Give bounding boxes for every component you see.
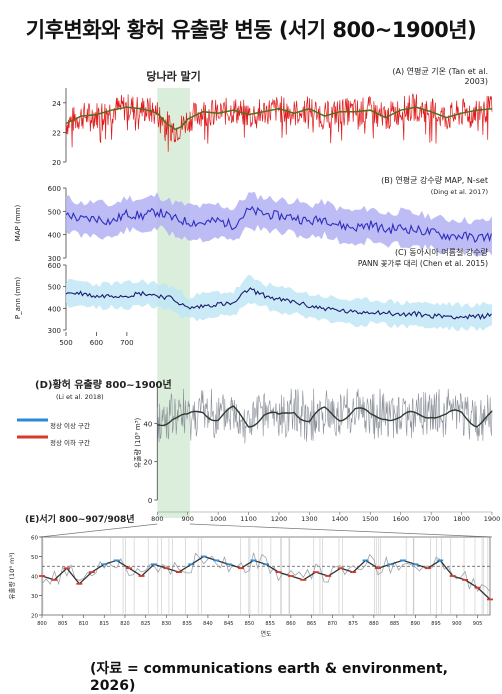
e-xtick-label: 835 [182,621,192,627]
b-ytick-label: 600 [48,185,61,193]
a-ytick-label: 20 [52,159,61,167]
a-panel-label-2: 2003) [465,77,488,86]
e-xtick-label: 885 [390,621,400,627]
e-ylabel: 유출량 (10⁹ m³) [7,553,16,600]
d-ylabel: 유출량 (10⁹ m³) [133,417,142,468]
e-panel-label: (E)서기 800~907/908년 [25,513,135,525]
d-xtick-label: 1200 [271,515,288,523]
e-xtick-label: 855 [265,621,275,627]
e-xtick-label: 815 [99,621,109,627]
c-ytick-label: 500 [48,284,61,292]
a-smooth-series-line [65,106,493,131]
c-series-line [65,287,492,321]
e-xtick-label: 875 [348,621,358,627]
d-xtick-label: 1000 [210,515,227,523]
d-smooth-series-line [157,405,493,428]
e-plot-frame [41,536,491,616]
e-xtick-label: 825 [141,621,151,627]
d-raw-series-line [157,388,493,444]
e-xtick-label: 900 [452,621,462,627]
b-ytick-label: 500 [48,208,61,216]
highlight-label: 당나라 말기 [146,69,200,83]
d-xtick-label: 1300 [301,515,318,523]
c-uncertainty-band [66,274,492,332]
b-series-line [65,205,492,244]
c-ylabel: P_ann (mm) [14,277,22,319]
c-ytick-label: 400 [48,305,61,313]
e-xtick-label: 840 [203,621,213,627]
e-xtick-label: 860 [286,621,296,627]
b-uncertainty-band [66,191,492,257]
e-xtick-label: 830 [162,621,172,627]
e-ytick-label: 30 [31,594,38,600]
e-xtick-label: 890 [411,621,421,627]
e-xtick-label: 850 [245,621,255,627]
d-panel-label: (D)황허 유출량 800~1900년 [35,378,172,391]
e-xtick-label: 895 [431,621,441,627]
e-ytick-label: 50 [31,555,38,561]
a-panel-label-1: (A) 연평균 기온 (Tan et al. [392,66,488,76]
e-raw-series-line [41,552,491,593]
e-xtick-label: 865 [307,621,317,627]
d-legend-label-above: 정상 이상 구간 [50,421,90,430]
e-xtick-label: 810 [79,621,89,627]
d-ytick-label: 0 [148,497,152,505]
d-xtick-label: 1900 [484,515,501,523]
zoom-connector-left [39,523,158,538]
e-smooth-series-line [41,555,491,600]
a-raw-series-line [65,93,493,152]
b-ytick-label: 300 [48,255,61,263]
c-xtick-label: 700 [120,339,133,347]
e-xtick-label: 880 [369,621,379,627]
e-ytick-label: 40 [31,575,38,581]
c-xtick-label: 500 [59,339,72,347]
b-ylabel: MAP (mm) [14,205,22,242]
e-xtick-label: 800 [37,621,47,627]
zoom-connector-right [189,523,493,538]
e-xtick-label: 845 [224,621,234,627]
e-xtick-label: 820 [120,621,130,627]
e-xlabel: 연도 [260,630,272,638]
source-note: (자료 = communications earth & environment… [90,661,448,694]
c-panel-label: (C) 동아시아 여름철 강수량 [395,247,489,257]
d-xtick-label: 1100 [240,515,257,523]
main-title: 기후변화와 황허 유출량 변동 (서기 800~1900년) [25,18,477,42]
d-xtick-label: 800 [151,515,163,523]
e-xtick-label: 870 [328,621,338,627]
c-xtick-label: 600 [90,339,103,347]
d-xtick-label: 1800 [453,515,470,523]
d-ytick-label: 40 [143,420,152,428]
d-panel-sublabel: (Li et al. 2018) [56,393,104,401]
e-ytick-label: 20 [31,614,38,620]
d-xtick-label: 1700 [423,515,440,523]
d-xtick-label: 1500 [362,515,379,523]
e-xtick-label: 805 [58,621,68,627]
c-ytick-label: 600 [48,262,61,270]
d-ytick-label: 20 [143,459,152,467]
d-xtick-label: 1400 [332,515,349,523]
a-ytick-label: 22 [52,129,61,137]
d-legend-label-below: 정상 이하 구간 [50,438,90,447]
d-xtick-label: 900 [182,515,194,523]
b-panel-label: (B) 연평균 강수량 MAP, N-set [381,175,488,185]
e-xtick-label: 905 [473,621,483,627]
c-ytick-label: 300 [48,327,61,335]
a-ytick-label: 24 [52,100,61,108]
e-ytick-label: 60 [31,536,38,542]
d-xtick-label: 1600 [392,515,409,523]
b-ytick-label: 400 [48,232,61,240]
c-panel-sublabel: PANN 꽃가루 대리 (Chen et al. 2015) [358,259,488,268]
b-panel-sublabel: (Ding et al. 2017) [431,188,488,196]
